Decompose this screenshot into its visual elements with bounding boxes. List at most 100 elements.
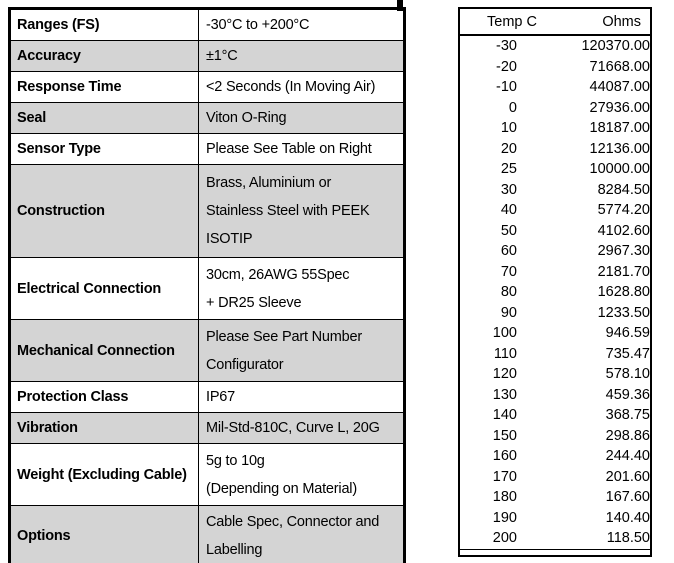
ohms-cell: 2181.70 — [597, 263, 650, 280]
spec-label-cell: Mechanical Connection — [9, 319, 199, 382]
temp-resistance-table: Temp C Ohms -30 120370.00 -20 71668.00 -10 44… — [458, 7, 652, 557]
temp-cell: 140 — [492, 407, 517, 423]
temp-row: 0 27936.00 — [460, 98, 650, 119]
temp-row: 130 459.36 — [460, 385, 650, 406]
ohms-cell: 18187.00 — [589, 120, 650, 136]
spec-row: Vibration Mil-Std-810C, Curve L, 20G — [9, 412, 405, 444]
temp-row: -20 71668.00 — [460, 57, 650, 78]
temp-cell: 80 — [500, 284, 517, 300]
temp-row: 180 167.60 — [460, 487, 650, 508]
ohms-cell: 8284.50 — [597, 181, 650, 198]
spec-label-cell: Seal — [9, 102, 199, 134]
temp-table-body: -30 120370.00 -20 71668.00 -10 44087.00 0 27936… — [460, 36, 650, 550]
spec-row: Protection Class IP67 — [9, 381, 405, 413]
ohms-cell: 4102.60 — [597, 222, 650, 239]
spec-value-line: Brass, Aluminium or — [206, 175, 332, 191]
temp-row: 160 244.40 — [460, 446, 650, 467]
spec-label-cell: Protection Class — [9, 381, 199, 413]
temp-row: 30 8284.50 — [460, 180, 650, 201]
temp-row: 50 4102.60 — [460, 221, 650, 242]
temp-row: 40 5774.20 — [460, 200, 650, 221]
temp-cell: -10 — [496, 79, 517, 95]
spec-table-grid: Ranges (FS) -30°C to +200°C Accuracy ±1°C Re… — [8, 7, 406, 563]
spec-label-cell: Weight (Excluding Cable) — [9, 443, 199, 506]
temp-row: 25 10000.00 — [460, 159, 650, 180]
spec-label-cell: Response Time — [9, 71, 199, 103]
spec-value-line: + DR25 Sleeve — [206, 294, 302, 311]
temp-cell: 130 — [492, 386, 517, 403]
temp-cell: 70 — [500, 263, 517, 280]
spec-label-cell: Ranges (FS) — [9, 8, 199, 41]
temp-cell: 40 — [500, 202, 517, 218]
spec-row: Accuracy ±1°C — [9, 40, 405, 72]
spec-label-cell: Vibration — [9, 412, 199, 444]
spec-label-cell: Options — [9, 505, 199, 563]
spec-value-cell: Please See Table on Right — [198, 133, 405, 165]
temp-row: 170 201.60 — [460, 467, 650, 488]
temp-cell: 200 — [460, 528, 517, 550]
ohms-cell: 244.40 — [605, 448, 650, 464]
ohms-cell: 118.50 — [517, 528, 650, 550]
temp-cell: 10 — [500, 120, 517, 136]
ohms-cell: 946.59 — [605, 325, 650, 341]
temp-row: 60 2967.30 — [460, 241, 650, 262]
temp-cell: 90 — [500, 304, 517, 321]
temp-row: 90 1233.50 — [460, 303, 650, 324]
ohms-cell: 459.36 — [605, 386, 650, 403]
temp-table-header-row: Temp C Ohms — [460, 9, 650, 36]
spec-value-cell: -30°C to +200°C — [198, 8, 405, 41]
spec-value-line: 5g to 10g — [206, 452, 265, 469]
ohms-cell: 140.40 — [605, 509, 650, 526]
temp-cell: 30 — [500, 181, 517, 198]
ohms-cell: 44087.00 — [589, 79, 650, 95]
ohms-cell: 1233.50 — [597, 304, 650, 321]
spec-row: Seal Viton O-Ring — [9, 102, 405, 134]
ohms-cell: 578.10 — [605, 366, 650, 382]
spec-value-line: Viton O-Ring — [206, 110, 287, 126]
spec-value-cell: Brass, Aluminium or Stainless Steel with … — [198, 164, 405, 258]
temp-cell: 110 — [493, 345, 517, 362]
spec-row: Response Time <2 Seconds (In Moving Air) — [9, 71, 405, 103]
spec-value-line: Labelling — [206, 542, 263, 558]
spec-row: Weight (Excluding Cable) 5g to 10g (Depend… — [9, 443, 405, 506]
temp-row: 10 18187.00 — [460, 118, 650, 139]
spec-label-cell: Construction — [9, 164, 199, 258]
ohms-column-header: Ohms — [602, 13, 641, 30]
temp-cell: 60 — [500, 243, 517, 259]
temp-cell: 100 — [492, 325, 517, 341]
spec-label-cell: Accuracy — [9, 40, 199, 72]
temp-row: 110 735.47 — [460, 344, 650, 365]
spec-value-line: ±1°C — [206, 48, 238, 64]
spec-table-body: Ranges (FS) -30°C to +200°C Accuracy ±1°C Re… — [9, 8, 405, 563]
spec-value-line: -30°C to +200°C — [206, 17, 310, 33]
spec-row: Mechanical Connection Please See Part Num… — [9, 319, 405, 382]
spec-value-line: IP67 — [206, 389, 236, 405]
temp-cell: 150 — [492, 427, 517, 444]
temp-cell: 120 — [492, 366, 517, 382]
spec-value-cell: Viton O-Ring — [198, 102, 405, 134]
ohms-cell: 71668.00 — [589, 58, 650, 75]
spec-value-line: Cable Spec, Connector and — [206, 514, 380, 530]
spec-value-cell: Cable Spec, Connector and Labelling — [198, 505, 405, 563]
temp-row: 140 368.75 — [460, 405, 650, 426]
temp-cell: 0 — [508, 99, 517, 116]
spec-value-cell: Please See Part Number Configurator — [198, 319, 405, 382]
spec-row: Construction Brass, Aluminium or Stainless… — [9, 164, 405, 258]
temp-cell: 20 — [500, 140, 517, 157]
temp-cell: 50 — [500, 222, 517, 239]
ohms-cell: 368.75 — [605, 407, 650, 423]
ohms-cell: 167.60 — [605, 489, 650, 505]
spec-value-line: Please See Part Number — [206, 328, 362, 345]
temp-row: -30 120370.00 — [460, 36, 650, 57]
temp-cell: 190 — [492, 509, 517, 526]
spec-table: Ranges (FS) -30°C to +200°C Accuracy ±1°C Re… — [8, 0, 406, 563]
spec-row: Ranges (FS) -30°C to +200°C — [9, 8, 405, 41]
ohms-cell: 298.86 — [605, 427, 650, 444]
spec-row: Electrical Connection 30cm, 26AWG 55Spec +… — [9, 257, 405, 320]
spec-value-line: ISOTIP — [206, 231, 253, 247]
spec-value-cell: 5g to 10g (Depending on Material) — [198, 443, 405, 506]
spec-value-line: Mil-Std-810C, Curve L, 20G — [206, 420, 380, 436]
temp-cell: 160 — [492, 448, 517, 464]
ohms-cell: 10000.00 — [589, 161, 650, 177]
